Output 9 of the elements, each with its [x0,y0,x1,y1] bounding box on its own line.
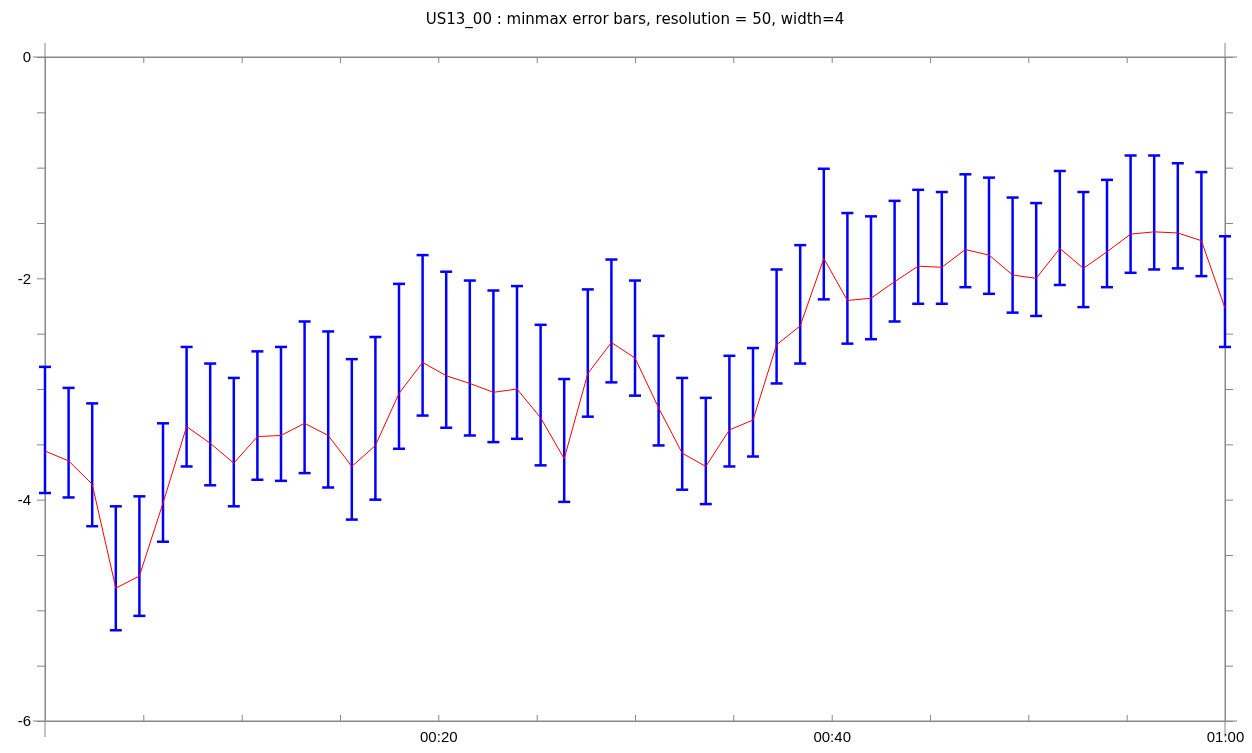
x-tick-label: 01:00 [1206,727,1245,745]
y-tick-label: 0 [22,48,31,66]
chart-title: US13_00 : minmax error bars, resolution = 50, width=4 [425,10,845,29]
y-tick-label: -4 [17,490,31,508]
x-tick-label: 00:20 [420,727,458,745]
x-tick-label: 00:40 [813,727,851,745]
line-series [44,231,1226,589]
y-tick-label: -2 [17,269,31,287]
y-tick-label: -6 [17,712,31,730]
